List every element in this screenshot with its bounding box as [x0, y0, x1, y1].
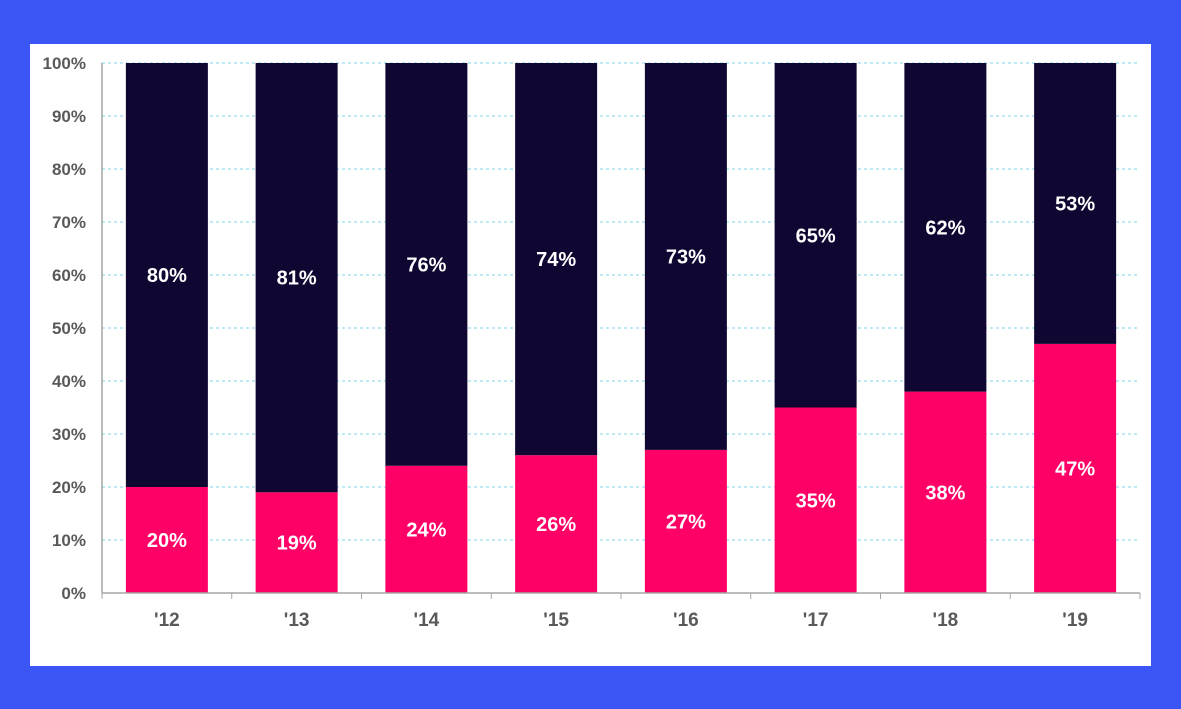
y-tick-label: 0% [61, 584, 86, 603]
bar-segment [904, 63, 987, 392]
bar-segment [515, 455, 598, 593]
axes: 0% 10% 20% 30% 40% 50% 60% 70% 80% 90% 100% '12 '13 '… [43, 54, 1141, 631]
data-label: 80% [147, 265, 187, 287]
data-label: 53% [1055, 193, 1095, 215]
bar-segment [774, 407, 857, 593]
bar-segment [1034, 343, 1117, 593]
data-label: 73% [666, 246, 706, 268]
y-tick-label: 90% [52, 107, 86, 126]
x-tick-label: '15 [543, 610, 569, 631]
y-tick-label: 60% [52, 266, 86, 285]
x-tick-label: '19 [1062, 610, 1088, 631]
bar-segment [255, 63, 338, 493]
data-label: 19% [277, 533, 317, 555]
bars [125, 63, 1117, 593]
x-tick-label: '16 [673, 610, 699, 631]
data-label: 47% [1055, 458, 1095, 480]
data-label: 38% [925, 482, 965, 504]
bar-segment [125, 63, 208, 487]
y-tick-label: 30% [52, 425, 86, 444]
bar-segment [774, 63, 857, 408]
y-tick-label: 70% [52, 213, 86, 232]
bar-segment [125, 487, 208, 593]
bar-segment [644, 63, 727, 450]
y-tick-label: 10% [52, 531, 86, 550]
x-tick-label: '18 [933, 610, 959, 631]
data-label: 20% [147, 530, 187, 552]
data-label: 27% [666, 511, 706, 533]
data-label: 24% [406, 519, 446, 541]
x-tick-label: '13 [284, 610, 310, 631]
bar-segment [904, 391, 987, 593]
x-tick-label: '17 [803, 610, 829, 631]
y-tick-label: 20% [52, 478, 86, 497]
y-tick-label: 40% [52, 372, 86, 391]
y-tick-label: 50% [52, 319, 86, 338]
data-label: 35% [796, 490, 836, 512]
y-tick-label: 80% [52, 160, 86, 179]
bar-segment [1034, 63, 1117, 344]
bar-segment [255, 492, 338, 593]
y-tick-label: 100% [43, 54, 86, 73]
bar-segment [385, 63, 468, 466]
bar-segment [385, 465, 468, 593]
bar-segment [515, 63, 598, 456]
x-tick-label: '14 [414, 610, 440, 631]
data-label: 62% [925, 217, 965, 239]
x-tick-label: '12 [154, 610, 180, 631]
chart-frame: 20% 80% 19% 81% 24% 76% 26% 74% 27% 73% 35% 65% 38% 6… [30, 44, 1151, 666]
data-label: 76% [406, 254, 446, 276]
bar-segment [644, 449, 727, 593]
data-label: 26% [536, 514, 576, 536]
data-label: 74% [536, 249, 576, 271]
data-label: 81% [277, 268, 317, 290]
stacked-percent-bar-chart: 20% 80% 19% 81% 24% 76% 26% 74% 27% 73% 35% 65% 38% 6… [43, 54, 1141, 631]
data-labels: 20% 80% 19% 81% 24% 76% 26% 74% 27% 73% 35% 65% 38% 6… [147, 193, 1095, 554]
data-label: 65% [796, 225, 836, 247]
